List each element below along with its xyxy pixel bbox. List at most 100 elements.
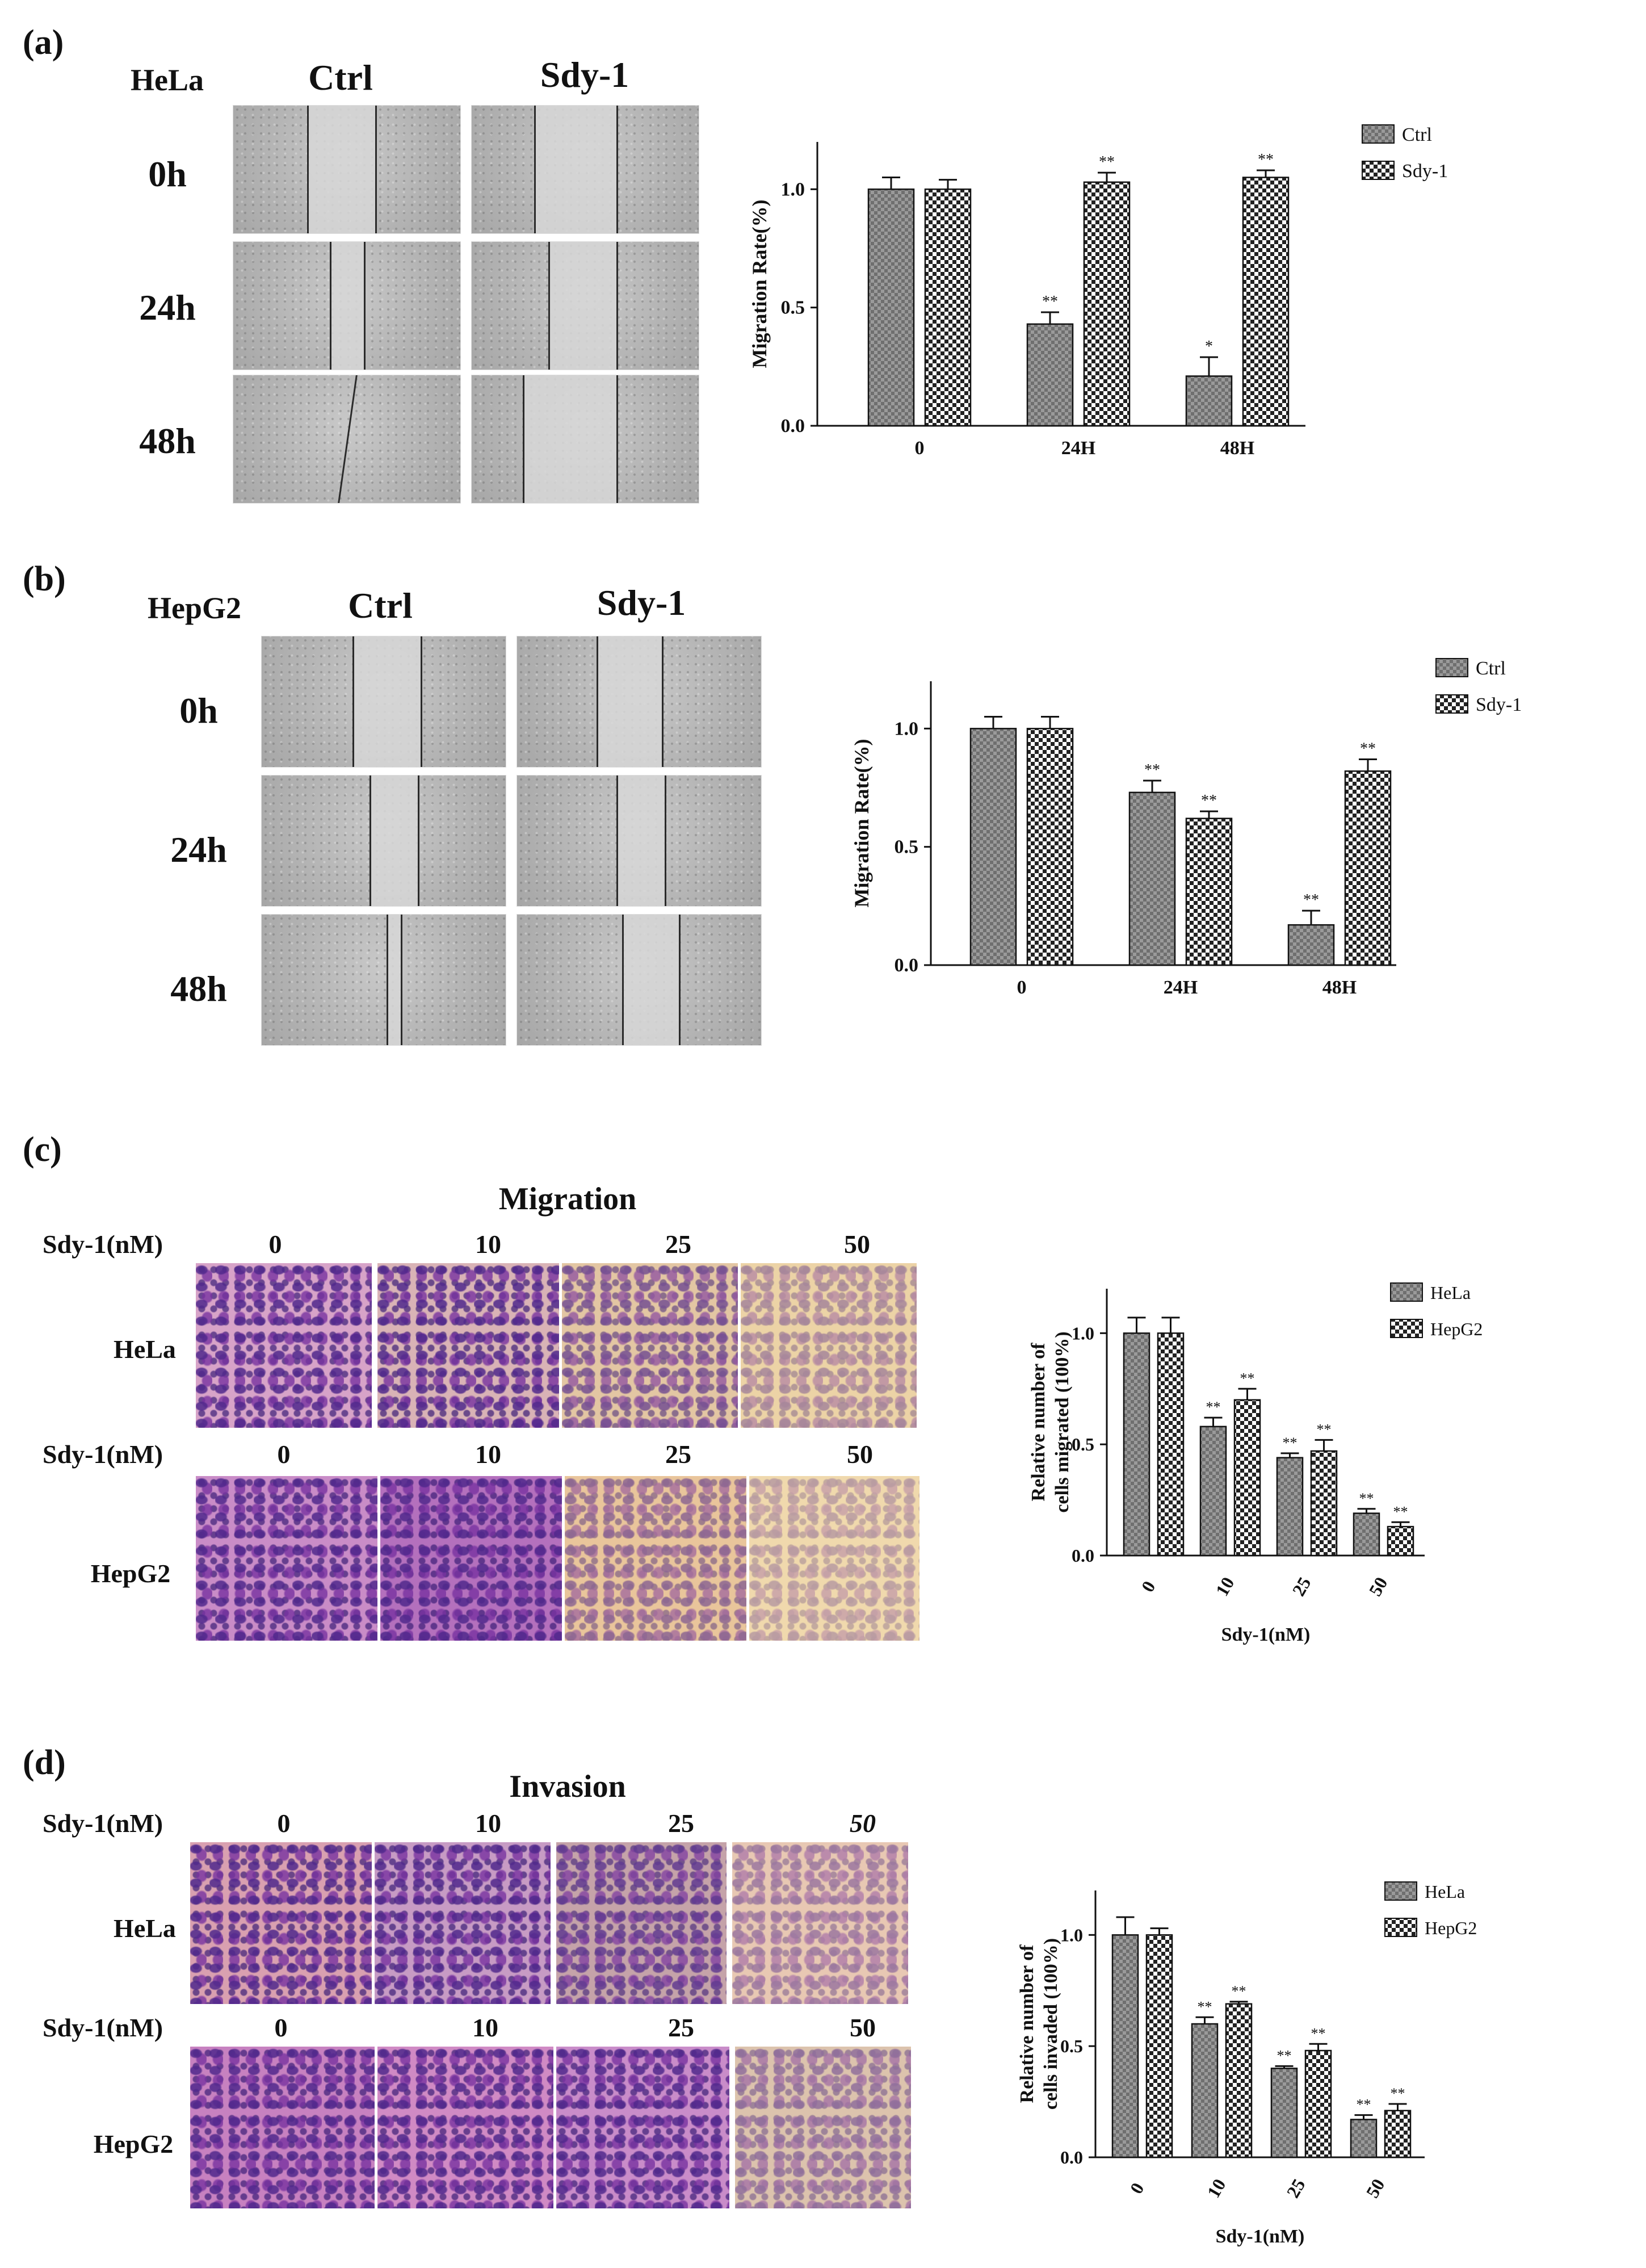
panel-a-image-sdy1-48h	[471, 375, 699, 504]
panel-d-dose-label-hela: Sdy-1(nM)	[43, 1809, 163, 1838]
panel-d-dose-hela-10: 10	[475, 1809, 501, 1838]
panel-d-row-hepg2: HepG2	[93, 2129, 174, 2158]
panel-a-image-ctrl-24h	[233, 241, 461, 370]
panel-d-image-hepg2-25	[556, 2047, 729, 2208]
panel-a-label: (a)	[23, 23, 64, 62]
significance-mark: **	[1357, 2097, 1371, 2113]
x-tick-label: 0	[1126, 2179, 1148, 2198]
legend-label-HepG2: HepG2	[1430, 1319, 1483, 1339]
y-axis-label: Migration Rate(%)	[850, 739, 873, 908]
significance-mark: **	[1283, 1435, 1298, 1451]
x-tick-label: 48H	[1220, 438, 1254, 459]
panel-c-image-hepg2-25	[565, 1476, 746, 1641]
panel-c-dose-hepg2-10: 10	[475, 1440, 501, 1469]
legend-swatch-Sdy-1	[1435, 694, 1468, 714]
x-axis-label: Sdy-1(nM)	[1221, 1624, 1311, 1645]
panel-d-dose-label-hepg2: Sdy-1(nM)	[43, 2013, 163, 2042]
legend-swatch-Ctrl	[1362, 124, 1395, 144]
legend-swatch-Sdy-1	[1362, 161, 1395, 180]
significance-mark: **	[1201, 792, 1217, 810]
legend-swatch-HeLa	[1384, 1881, 1417, 1901]
significance-mark: **	[1303, 891, 1319, 909]
bar-Sdy-1-24H	[1083, 181, 1131, 427]
y-tick-label: 1.0	[895, 718, 919, 739]
panel-a-row-0h: 0h	[148, 154, 187, 194]
bar-HeLa-10	[1199, 1426, 1227, 1557]
panel-c-image-hepg2-0	[196, 1476, 377, 1641]
significance-mark: **	[1311, 2025, 1326, 2041]
panel-a-image-ctrl-0h	[233, 105, 461, 234]
panel-d-dose-hepg2-25: 25	[668, 2013, 694, 2042]
legend-label-HeLa: HeLa	[1430, 1282, 1471, 1303]
bar-HepG2-50	[1387, 1525, 1414, 1557]
panel-a-row-48h: 48h	[139, 421, 196, 461]
panel-c-dose-hepg2-25: 25	[665, 1440, 691, 1469]
x-tick-label: 48H	[1322, 977, 1357, 998]
x-tick-label: 24H	[1164, 977, 1198, 998]
y-axis-label: Migration Rate(%)	[748, 200, 771, 368]
panel-c-dose-label-hepg2: Sdy-1(nM)	[43, 1440, 163, 1469]
y-tick-label: 0.5	[781, 297, 805, 318]
panel-d-dose-hepg2-0: 0	[274, 2013, 288, 2042]
bar-HeLa-50	[1350, 2119, 1378, 2158]
panel-c-dose-hela-0: 0	[268, 1230, 282, 1259]
panel-d-dose-hela-25: 25	[668, 1809, 694, 1838]
panel-d-bar-chart: 0.0 0.5 1.0 Relative number of cells invaded…	[1017, 1881, 1477, 2247]
bar-Ctrl-48H	[1185, 375, 1233, 427]
panel-c-row-hepg2: HepG2	[90, 1559, 171, 1588]
panel-d-row-hela: HeLa	[114, 1914, 176, 1943]
bar-HepG2-0	[1157, 1332, 1185, 1557]
bar-Sdy-1-0	[1026, 728, 1074, 966]
panel-c-dose-hela-10: 10	[475, 1230, 501, 1259]
bar-Ctrl-24H	[1128, 791, 1176, 966]
panel-c-dose-hela-25: 25	[665, 1230, 691, 1259]
panel-b-col-sdy1: Sdy-1	[597, 582, 686, 623]
y-tick-label: 0.5	[1060, 2036, 1083, 2056]
panel-b-image-sdy1-24h	[517, 775, 762, 907]
significance-mark: *	[1205, 338, 1213, 355]
legend-label-HeLa: HeLa	[1425, 1881, 1465, 1902]
y-axis-label: Relative number of	[1028, 1343, 1049, 1502]
panel-c-bar-chart: 0.0 0.5 1.0 Relative number of cells migrate…	[1028, 1282, 1483, 1645]
bar-Ctrl-48H	[1287, 924, 1335, 966]
bar-Sdy-1-48H	[1242, 177, 1290, 427]
panel-b-row-24h: 24h	[170, 829, 227, 870]
panel-a-col-ctrl: Ctrl	[308, 57, 373, 98]
panel-c-title: Migration	[498, 1181, 637, 1217]
y-tick-label: 0.0	[1072, 1545, 1094, 1566]
x-tick-label: 0	[1137, 1578, 1159, 1596]
panel-d-image-hela-25	[556, 1842, 727, 2004]
panel-a-row-24h: 24h	[139, 287, 196, 328]
panel-a-image-sdy1-24h	[471, 241, 699, 370]
legend-label-Sdy-1: Sdy-1	[1476, 694, 1522, 715]
y-tick-label: 0.0	[781, 416, 805, 437]
y-tick-label: 0.0	[1060, 2147, 1083, 2168]
bar-Ctrl-24H	[1026, 323, 1074, 427]
y-tick-label: 0.0	[895, 955, 919, 976]
legend-label-HepG2: HepG2	[1425, 1918, 1477, 1938]
x-tick-label: 0	[1017, 977, 1027, 998]
bar-HeLa-0	[1111, 1934, 1139, 2158]
y-tick-label: 1.0	[781, 179, 805, 200]
panel-a-cell-line: HeLa	[131, 63, 204, 97]
panel-b-image-sdy1-0h	[517, 636, 762, 768]
significance-mark: **	[1232, 1983, 1246, 1999]
y-axis-label: Relative number of	[1017, 1944, 1038, 2103]
panel-d-dose-hepg2-50: 50	[850, 2013, 876, 2042]
panel-b-bar-chart: 0.0 0.5 1.0 Migration Rate(%) 0 ** ** 24H ** ** 48…	[850, 658, 1522, 998]
x-tick-label: 10	[1203, 2175, 1229, 2202]
y-axis-label: cells migrated (100%)	[1052, 1331, 1073, 1512]
panel-c-row-hela: HeLa	[114, 1335, 176, 1364]
significance-mark: **	[1360, 740, 1376, 758]
bar-HeLa-25	[1276, 1457, 1304, 1557]
significance-mark: **	[1198, 1998, 1212, 2015]
y-tick-label: 0.5	[895, 837, 919, 858]
legend-swatch-HepG2	[1384, 1918, 1417, 1937]
significance-mark: **	[1144, 761, 1160, 779]
y-tick-label: 1.0	[1060, 1925, 1083, 1945]
panel-d-image-hepg2-10	[377, 2047, 553, 2208]
bar-HepG2-50	[1384, 2110, 1412, 2158]
y-tick-label: 1.0	[1072, 1323, 1094, 1343]
bar-HeLa-0	[1123, 1332, 1150, 1557]
